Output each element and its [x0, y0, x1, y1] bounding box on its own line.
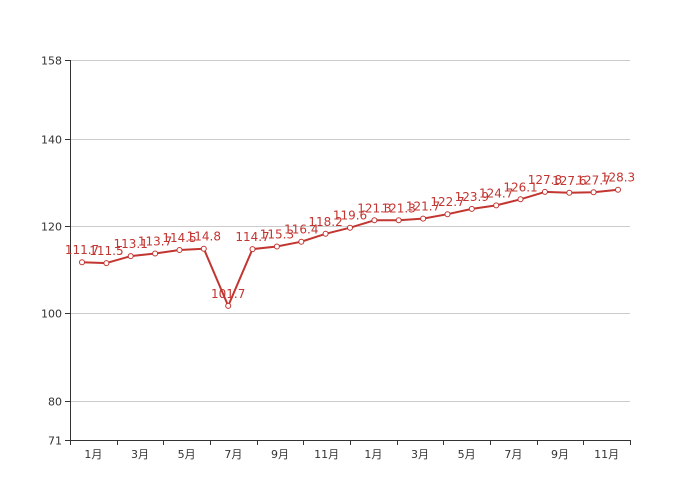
data-label: 114.8: [187, 230, 221, 244]
y-tick-label: 158: [41, 55, 62, 68]
data-label: 127.7: [576, 173, 610, 187]
data-label: 122.7: [430, 195, 464, 209]
data-point[interactable]: [273, 243, 280, 250]
data-label: 121.3: [357, 201, 391, 215]
y-tick-label: 71: [48, 435, 62, 448]
data-point[interactable]: [566, 189, 573, 196]
x-tick-label: 11月: [594, 448, 619, 461]
data-point[interactable]: [517, 196, 524, 203]
x-axis-ticks: 1月 3月 5月 7月 9月 11月 1月 3月 5月 7月 9月 11月: [70, 440, 631, 461]
x-tick-label: 7月: [224, 448, 242, 461]
data-point[interactable]: [347, 224, 353, 231]
data-label: 118.2: [308, 215, 342, 229]
data-point[interactable]: [371, 217, 378, 224]
x-tick-label: 5月: [458, 448, 476, 461]
data-point[interactable]: [395, 217, 402, 224]
data-point[interactable]: [590, 189, 597, 196]
data-label: 114.7: [235, 230, 269, 244]
data-label: 127.8: [528, 173, 562, 187]
data-point[interactable]: [322, 230, 329, 237]
data-label: 115.3: [260, 228, 294, 242]
data-label: 121.7: [406, 200, 440, 214]
x-tick-label: 3月: [131, 448, 149, 461]
data-label: 128.3: [601, 171, 635, 185]
data-label: 113.1: [114, 237, 148, 251]
data-point[interactable]: [103, 260, 110, 267]
data-point[interactable]: [541, 188, 548, 195]
data-point[interactable]: [200, 245, 207, 252]
data-point[interactable]: [468, 205, 475, 212]
y-axis-ticks: 71 80 100 120 140 158: [41, 55, 70, 448]
data-point[interactable]: [249, 246, 256, 253]
data-point[interactable]: [152, 250, 159, 257]
x-tick-label: 1月: [84, 448, 102, 461]
data-point[interactable]: [79, 259, 85, 266]
data-label: 116.4: [284, 223, 318, 237]
x-tick-label: 9月: [551, 448, 569, 461]
data-point[interactable]: [176, 247, 183, 253]
axes: [70, 60, 630, 441]
y-tick-label: 80: [48, 396, 62, 409]
data-label: 111.7: [65, 243, 99, 257]
y-tick-label: 120: [41, 221, 62, 234]
data-point[interactable]: [298, 238, 305, 245]
grid-lines: [70, 60, 630, 402]
x-tick-label: 9月: [271, 448, 289, 461]
data-point[interactable]: [493, 202, 500, 209]
x-tick-label: 7月: [504, 448, 522, 461]
data-label: 127.6: [552, 174, 586, 188]
data-label: 123.9: [455, 190, 489, 204]
x-tick-label: 11月: [314, 448, 339, 461]
y-tick-label: 100: [41, 308, 62, 321]
x-tick-label: 5月: [178, 448, 196, 461]
data-point[interactable]: [420, 215, 427, 222]
data-label: 113.7: [138, 235, 172, 249]
data-label: 121.3: [382, 201, 416, 215]
data-label: 114.5: [162, 231, 196, 245]
x-tick-label: 3月: [411, 448, 429, 461]
data-label: 124.7: [479, 186, 513, 200]
data-point[interactable]: [444, 211, 451, 218]
data-label: 111.5: [89, 244, 123, 258]
data-label: 119.6: [333, 209, 367, 223]
data-point[interactable]: [615, 186, 621, 193]
x-tick-label: 1月: [364, 448, 382, 461]
data-point[interactable]: [225, 302, 232, 309]
data-label: 126.1: [503, 180, 537, 194]
data-point[interactable]: [127, 253, 134, 260]
data-points: [79, 186, 621, 309]
y-tick-label: 140: [41, 134, 62, 147]
data-label: 101.7: [211, 287, 245, 301]
